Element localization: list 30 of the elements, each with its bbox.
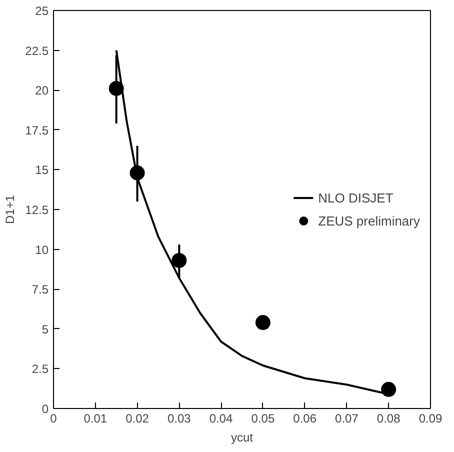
legend-label: ZEUS preliminary bbox=[318, 213, 420, 228]
y-tick-label: 5 bbox=[42, 322, 49, 336]
legend-label: NLO DISJET bbox=[318, 190, 394, 205]
point bbox=[130, 165, 145, 180]
x-tick-label: 0.07 bbox=[335, 412, 359, 426]
y-tick-label: 10 bbox=[35, 242, 49, 257]
x-tick-label: 0.05 bbox=[251, 412, 275, 426]
x-tick-label: 0 bbox=[50, 412, 58, 426]
x-tick-label: 0.06 bbox=[293, 412, 317, 426]
y-tick-label: 20 bbox=[35, 84, 49, 98]
point bbox=[108, 81, 124, 96]
y-tick-label: 25 bbox=[35, 4, 49, 18]
y-tick-label: 0 bbox=[42, 402, 49, 416]
point bbox=[381, 382, 396, 397]
y-axis-title: D1+1 bbox=[3, 194, 18, 224]
y-tick-label: 17.5 bbox=[25, 123, 49, 138]
y-tick-label: 7.5 bbox=[32, 282, 49, 297]
x-tick-label: 0.09 bbox=[418, 412, 443, 426]
y-tick-label: 12.5 bbox=[25, 203, 49, 217]
x-tick-label: 0.08 bbox=[376, 412, 401, 426]
x-tick-label: 0.03 bbox=[167, 412, 192, 426]
y-tick-label: 22.5 bbox=[25, 44, 49, 58]
y-tick-label: 15 bbox=[35, 163, 49, 178]
point bbox=[172, 252, 187, 268]
y-tick-label: 2.5 bbox=[32, 362, 49, 376]
x-tick-label: 0.04 bbox=[209, 412, 234, 426]
x-tick-label: 0.02 bbox=[126, 412, 150, 426]
x-tick-label: 0.01 bbox=[84, 412, 108, 426]
point bbox=[255, 315, 270, 330]
x-axis-title: ycut bbox=[230, 430, 254, 444]
